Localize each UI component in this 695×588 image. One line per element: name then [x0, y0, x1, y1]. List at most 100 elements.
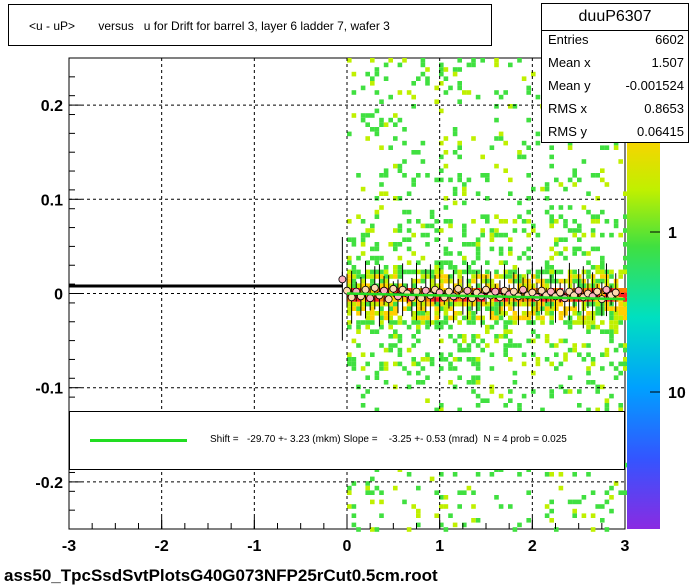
heatmap-cell: [498, 311, 504, 316]
heatmap-cell: [517, 301, 522, 307]
heatmap-cell: [374, 209, 380, 215]
heatmap-cell: [365, 113, 370, 118]
heatmap-cell: [370, 228, 375, 233]
heatmap-cell: [379, 306, 384, 311]
heatmap-cell: [370, 320, 375, 325]
heatmap-cell: [397, 269, 403, 275]
heatmap-cell: [448, 219, 453, 224]
heatmap-cell: [549, 361, 554, 367]
heatmap-cell: [581, 301, 587, 307]
heatmap-cell: [388, 283, 393, 288]
heatmap-cell: [623, 292, 628, 298]
heatmap-cell: [485, 177, 490, 183]
heatmap-cell: [411, 334, 416, 339]
heatmap-cell: [590, 278, 596, 284]
heatmap-cell: [393, 306, 398, 311]
heatmap-cell: [406, 90, 412, 95]
heatmap-cell: [531, 306, 536, 311]
heatmap-cell: [613, 347, 619, 353]
heatmap-cell: [604, 403, 610, 408]
heatmap-cell: [457, 347, 462, 353]
heatmap-cell: [388, 117, 393, 123]
heatmap-cell: [544, 288, 550, 293]
heatmap-cell: [572, 274, 577, 279]
heatmap-cell: [595, 214, 600, 219]
heatmap-cell: [590, 527, 596, 532]
heatmap-cell: [397, 334, 403, 339]
heatmap-cell: [609, 306, 614, 311]
heatmap-cell: [370, 58, 375, 63]
heatmap-cell: [466, 283, 472, 288]
heatmap-cell: [581, 320, 587, 325]
heatmap-cell: [567, 324, 573, 330]
heatmap-cell: [347, 58, 352, 63]
profile-point: [602, 285, 611, 294]
heatmap-cell: [397, 90, 403, 95]
heatmap-cell: [535, 232, 541, 238]
heatmap-cell: [443, 306, 449, 311]
heatmap-cell: [544, 357, 550, 362]
heatmap-cell: [443, 150, 449, 155]
heatmap-cell: [420, 278, 426, 284]
y-tick-label: 0.1: [41, 192, 63, 209]
heatmap-cell: [586, 352, 591, 357]
heatmap-cell: [429, 357, 435, 362]
heatmap-cell: [360, 306, 366, 311]
heatmap-cell: [544, 278, 550, 284]
heatmap-cell: [535, 361, 541, 367]
heatmap-cell: [406, 384, 412, 390]
heatmap-cell: [567, 177, 573, 183]
heatmap-cell: [604, 499, 610, 505]
heatmap-cell: [360, 320, 366, 325]
heatmap-cell: [411, 94, 416, 100]
heatmap-cell: [439, 324, 444, 330]
profile-point: [546, 287, 555, 296]
heatmap-cell: [494, 232, 499, 238]
heatmap-cell: [586, 301, 591, 307]
heatmap-cell: [383, 283, 389, 288]
heatmap-cell: [508, 338, 513, 344]
heatmap-cell: [448, 274, 453, 279]
heatmap-cell: [558, 485, 564, 491]
heatmap-cell: [563, 352, 568, 357]
heatmap-cell: [572, 288, 577, 293]
heatmap-cell: [590, 246, 596, 252]
heatmap-cell: [452, 301, 458, 307]
heatmap-cell: [600, 384, 605, 390]
heatmap-cell: [498, 232, 504, 238]
heatmap-cell: [370, 246, 375, 252]
heatmap-cell: [471, 334, 476, 339]
heatmap-cell: [471, 380, 476, 385]
heatmap-cell: [393, 274, 398, 279]
heatmap-cell: [549, 205, 554, 210]
heatmap-cell: [572, 182, 577, 187]
heatmap-cell: [563, 246, 568, 252]
heatmap-cell: [512, 278, 518, 284]
heatmap-cell: [471, 320, 476, 325]
heatmap-cell: [618, 320, 623, 325]
heatmap-cell: [370, 476, 375, 482]
heatmap-cell: [452, 357, 458, 362]
x-tick-label: 0: [343, 538, 352, 555]
heatmap-cell: [448, 265, 453, 270]
heatmap-cell: [429, 209, 435, 215]
heatmap-cell: [572, 499, 577, 505]
heatmap-cell: [572, 513, 577, 518]
heatmap-cell: [370, 329, 375, 334]
heatmap-cell: [498, 306, 504, 311]
heatmap-cell: [600, 168, 605, 173]
heatmap-cell: [374, 196, 380, 201]
heatmap-cell: [370, 527, 375, 532]
heatmap-cell: [586, 209, 591, 215]
heatmap-cell: [581, 232, 587, 238]
heatmap-cell: [434, 490, 439, 495]
heatmap-cell: [402, 209, 407, 215]
heatmap-cell: [623, 315, 628, 321]
heatmap-cell: [434, 306, 439, 311]
heatmap-cell: [347, 490, 352, 495]
heatmap-cell: [475, 255, 481, 261]
heatmap-cell: [521, 278, 527, 284]
heatmap-cell: [517, 283, 522, 288]
heatmap-cell: [457, 269, 462, 275]
heatmap-cell: [475, 334, 481, 339]
